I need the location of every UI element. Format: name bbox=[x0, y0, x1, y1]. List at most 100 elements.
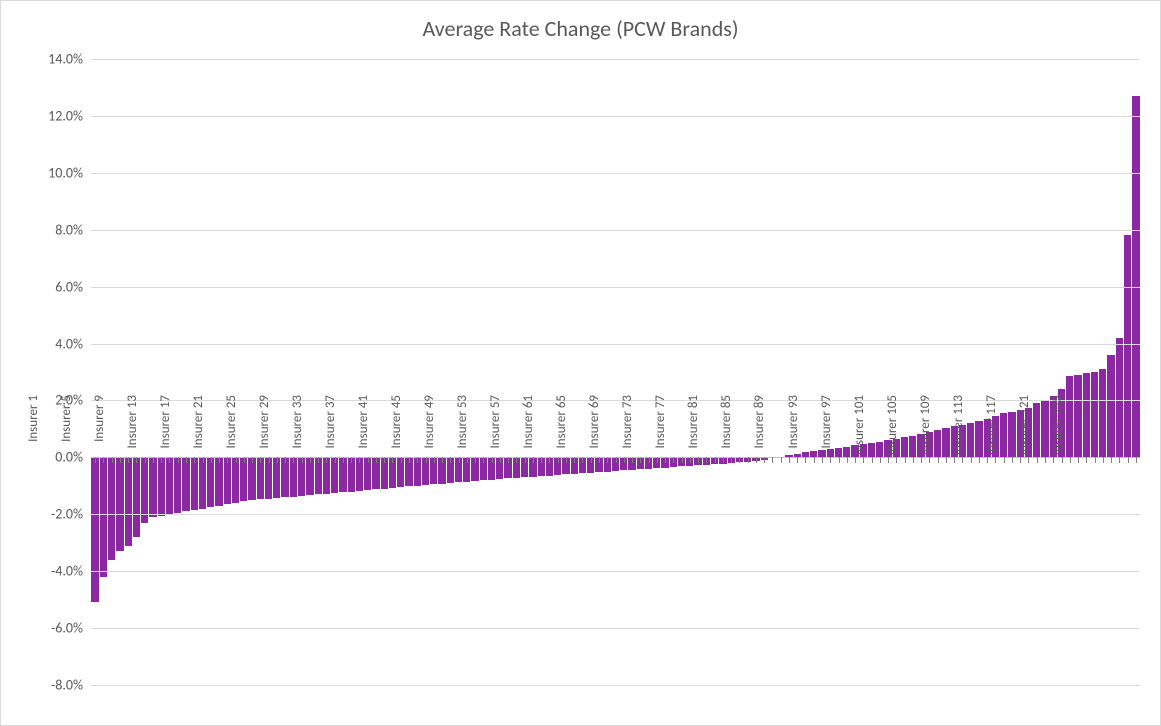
x-tick-mark bbox=[211, 457, 212, 463]
x-tick-label: Insurer 17 bbox=[158, 395, 173, 535]
x-tick-mark bbox=[145, 457, 146, 463]
x-tick-mark bbox=[219, 457, 220, 463]
gridline bbox=[91, 685, 1140, 686]
bar bbox=[967, 423, 974, 457]
bar bbox=[215, 457, 222, 505]
x-tick-label: Insurer 113 bbox=[951, 395, 966, 535]
x-tick-label: Insurer 5 bbox=[59, 395, 74, 535]
x-tick-label: Insurer 117 bbox=[984, 395, 999, 535]
bar bbox=[1008, 412, 1015, 458]
x-tick-label: Insurer 65 bbox=[554, 395, 569, 535]
x-tick-mark bbox=[739, 457, 740, 463]
x-tick-mark bbox=[616, 457, 617, 463]
x-tick-mark bbox=[640, 457, 641, 463]
x-tick-mark bbox=[1078, 457, 1079, 463]
y-tick-label: 12.0% bbox=[48, 107, 91, 124]
x-tick-label: Insurer 45 bbox=[389, 395, 404, 535]
x-tick-mark bbox=[376, 457, 377, 463]
bar bbox=[1083, 373, 1090, 457]
gridline bbox=[91, 344, 1140, 345]
gridline bbox=[91, 400, 1140, 401]
bar bbox=[942, 428, 949, 457]
x-tick-mark bbox=[252, 457, 253, 463]
x-tick-mark bbox=[508, 457, 509, 463]
x-tick-mark bbox=[186, 457, 187, 463]
x-tick-label: Insurer 125 bbox=[1050, 395, 1065, 535]
gridline bbox=[91, 514, 1140, 515]
gridline bbox=[91, 287, 1140, 288]
x-tick-label: Insurer 61 bbox=[521, 395, 536, 535]
x-tick-mark bbox=[607, 457, 608, 463]
y-tick-label: 14.0% bbox=[48, 51, 91, 68]
bar bbox=[1124, 235, 1131, 457]
bar bbox=[108, 457, 115, 559]
x-tick-mark bbox=[483, 457, 484, 463]
x-tick-label: Insurer 77 bbox=[653, 395, 668, 535]
bar bbox=[1000, 413, 1007, 457]
bar bbox=[975, 421, 982, 457]
y-tick-label: 10.0% bbox=[48, 164, 91, 181]
gridline bbox=[91, 230, 1140, 231]
x-tick-mark bbox=[1037, 457, 1038, 463]
x-tick-mark bbox=[417, 457, 418, 463]
gridline bbox=[91, 59, 1140, 60]
bar bbox=[843, 447, 850, 458]
gridline bbox=[91, 571, 1140, 572]
x-tick-mark bbox=[153, 457, 154, 463]
x-tick-label: Insurer 73 bbox=[620, 395, 635, 535]
x-tick-label: Insurer 37 bbox=[323, 395, 338, 535]
x-tick-mark bbox=[541, 457, 542, 463]
x-tick-mark bbox=[1103, 457, 1104, 463]
x-tick-mark bbox=[839, 457, 840, 463]
bar bbox=[1107, 355, 1114, 457]
x-tick-mark bbox=[847, 457, 848, 463]
bar bbox=[1066, 376, 1073, 457]
bar bbox=[141, 457, 148, 522]
x-tick-mark bbox=[673, 457, 674, 463]
bar bbox=[1099, 369, 1106, 457]
x-tick-mark bbox=[1070, 457, 1071, 463]
bar bbox=[1091, 372, 1098, 457]
x-tick-mark bbox=[120, 457, 121, 463]
x-tick-label: Insurer 97 bbox=[819, 395, 834, 535]
gridline bbox=[91, 173, 1140, 174]
bar bbox=[116, 457, 123, 551]
x-tick-mark bbox=[450, 457, 451, 463]
x-tick-mark bbox=[310, 457, 311, 463]
bar bbox=[835, 448, 842, 458]
y-tick-label: -4.0% bbox=[51, 563, 91, 580]
x-tick-label: Insurer 49 bbox=[422, 395, 437, 535]
x-tick-mark bbox=[384, 457, 385, 463]
x-tick-label: Insurer 41 bbox=[356, 395, 371, 535]
x-tick-mark bbox=[112, 457, 113, 463]
x-tick-mark bbox=[872, 457, 873, 463]
y-tick-label: 4.0% bbox=[55, 335, 91, 352]
plot-area: -8.0%-6.0%-4.0%-2.0%0.0%2.0%4.0%6.0%8.0%… bbox=[91, 59, 1140, 685]
bar bbox=[182, 457, 189, 511]
x-tick-mark bbox=[1012, 457, 1013, 463]
chart-frame: Average Rate Change (PCW Brands) -8.0%-6… bbox=[0, 0, 1161, 726]
x-tick-mark bbox=[905, 457, 906, 463]
bar bbox=[1033, 403, 1040, 457]
x-tick-label: Insurer 109 bbox=[918, 395, 933, 535]
gridline bbox=[91, 628, 1140, 629]
x-tick-mark bbox=[1111, 457, 1112, 463]
x-tick-mark bbox=[979, 457, 980, 463]
x-tick-mark bbox=[1086, 457, 1087, 463]
bar bbox=[1074, 375, 1081, 458]
x-tick-mark bbox=[946, 457, 947, 463]
x-tick-mark bbox=[805, 457, 806, 463]
bar bbox=[1132, 96, 1139, 457]
x-tick-mark bbox=[748, 457, 749, 463]
x-tick-mark bbox=[1119, 457, 1120, 463]
x-tick-mark bbox=[814, 457, 815, 463]
x-tick-mark bbox=[1095, 457, 1096, 463]
x-tick-label: Insurer 9 bbox=[92, 395, 107, 535]
bar bbox=[934, 430, 941, 457]
x-tick-label: Insurer 81 bbox=[686, 395, 701, 535]
x-tick-mark bbox=[913, 457, 914, 463]
bar bbox=[273, 457, 280, 497]
y-tick-label: -8.0% bbox=[51, 677, 91, 694]
x-tick-mark bbox=[343, 457, 344, 463]
bars-layer bbox=[91, 59, 1140, 685]
